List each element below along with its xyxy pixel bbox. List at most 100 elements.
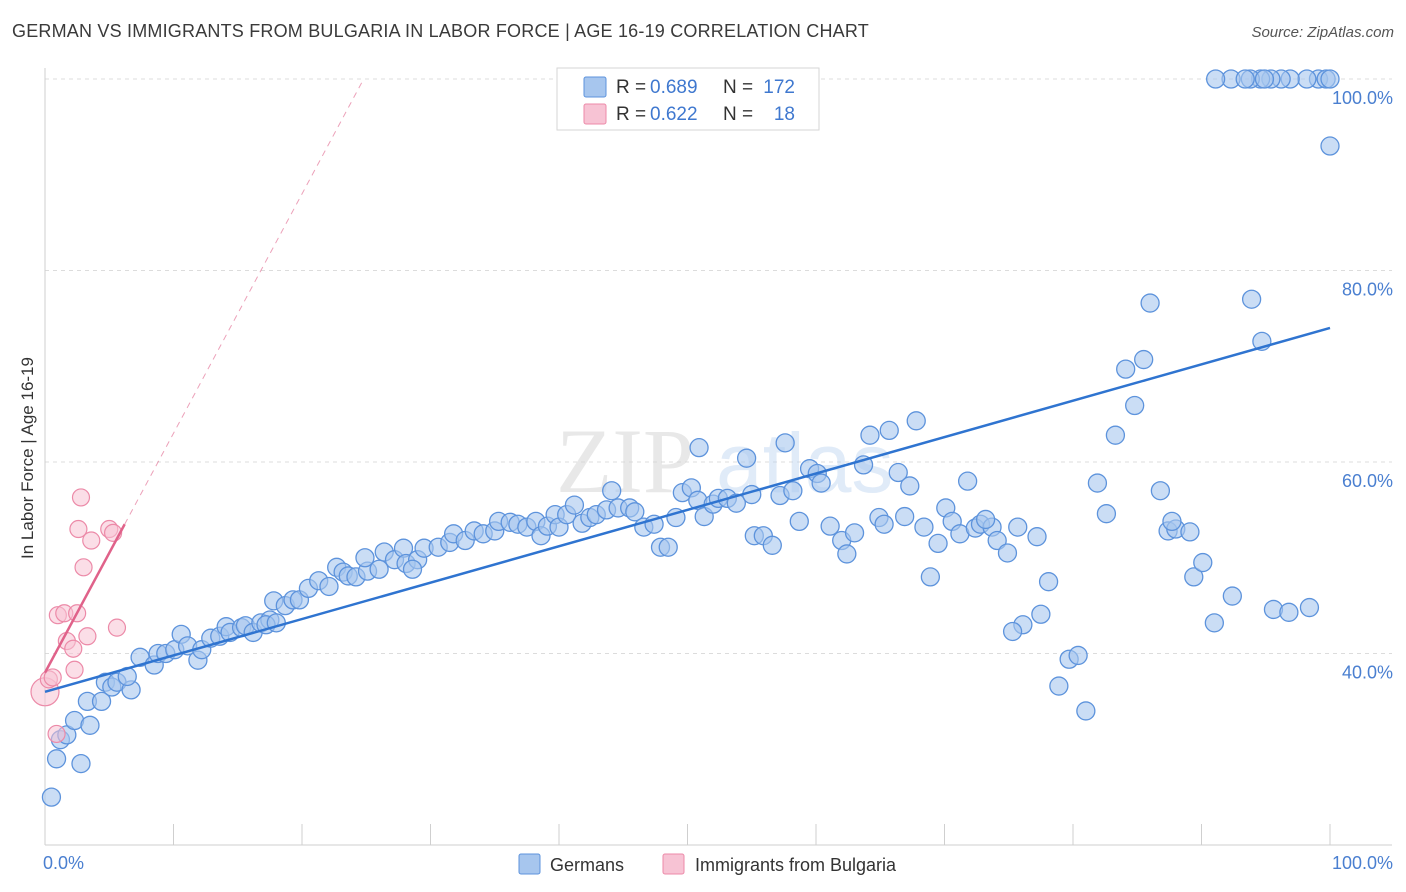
x-tick-labels: 0.0% 100.0%	[43, 853, 1393, 873]
point-germans	[91, 691, 112, 712]
point-germans	[1162, 511, 1182, 532]
point-germans	[811, 473, 831, 493]
point-germans	[975, 509, 996, 530]
y-tick-label: 60.0%	[1342, 471, 1393, 491]
bottom-legend-swatch-bulgaria	[662, 853, 685, 875]
bottom-legend-swatch-germans	[518, 853, 541, 875]
point-germans	[1087, 473, 1108, 493]
point-germans	[1320, 69, 1340, 89]
point-germans	[658, 537, 678, 557]
watermark-zip: ZIP	[556, 410, 694, 512]
point-germans	[920, 567, 941, 587]
bottom-legend-germans: Germans	[550, 855, 624, 875]
point-germans	[726, 493, 746, 513]
point-bulgaria	[64, 639, 83, 658]
point-bulgaria	[71, 488, 91, 507]
legend-n-label: N =	[723, 77, 753, 98]
stats-legend: R = 0.689 N = 172 R = 0.622 N = 18	[556, 67, 820, 131]
point-germans	[900, 476, 920, 496]
point-germans	[319, 576, 339, 597]
point-germans	[1038, 572, 1059, 592]
point-germans	[844, 523, 865, 543]
y-tick-label: 40.0%	[1342, 663, 1393, 683]
point-germans	[1068, 645, 1088, 666]
trend-line-germans	[44, 326, 1331, 694]
point-germans	[820, 516, 840, 536]
grid-lines	[45, 78, 1392, 654]
point-germans	[1180, 522, 1200, 542]
point-germans	[1008, 517, 1028, 537]
point-germans	[879, 420, 899, 441]
point-germans	[80, 715, 100, 735]
series-legend: Germans Immigrants from Bulgaria	[518, 853, 897, 875]
scatter-points	[30, 69, 1340, 807]
x-tick-label: 100.0%	[1332, 853, 1393, 873]
source-credit: Source: ZipAtlas.com	[1251, 24, 1394, 41]
bottom-legend-bulgaria: Immigrants from Bulgaria	[695, 855, 897, 875]
point-germans	[914, 517, 934, 537]
point-germans	[355, 548, 375, 568]
point-germans	[1140, 293, 1160, 313]
point-germans	[1031, 604, 1051, 624]
point-germans	[789, 511, 809, 532]
legend-r-label: R =	[616, 77, 646, 98]
point-germans	[1299, 597, 1320, 618]
point-bulgaria	[65, 660, 84, 679]
point-germans	[71, 753, 91, 774]
point-bulgaria	[107, 618, 127, 637]
point-germans	[860, 425, 880, 445]
legend-r-value: 0.689	[650, 77, 698, 98]
y-axis-label: In Labor Force | Age 16-19	[18, 357, 37, 559]
point-germans	[775, 433, 795, 453]
legend-n-label: N =	[723, 104, 753, 125]
point-germans	[1204, 613, 1224, 633]
point-germans	[1116, 359, 1136, 379]
trend-lines	[43, 78, 1331, 694]
trend-line-bulgaria	[43, 523, 126, 674]
point-germans	[689, 437, 709, 458]
legend-n-value: 172	[763, 77, 795, 98]
point-germans	[1150, 481, 1171, 501]
legend-r-label: R =	[616, 104, 646, 125]
point-germans	[1297, 69, 1317, 89]
point-germans	[1125, 395, 1145, 416]
point-germans	[1134, 349, 1154, 370]
point-germans	[41, 787, 62, 807]
trend-extension-bulgaria	[124, 78, 365, 525]
point-germans	[888, 462, 908, 483]
point-germans	[1076, 701, 1096, 721]
point-bulgaria	[74, 558, 93, 577]
point-germans	[895, 506, 915, 527]
point-germans	[1193, 552, 1213, 573]
y-tick-label: 80.0%	[1342, 280, 1393, 300]
point-germans	[1279, 602, 1299, 622]
point-germans	[783, 481, 803, 501]
point-germans	[1205, 69, 1226, 89]
legend-swatch-bulgaria	[583, 103, 607, 125]
point-bulgaria	[78, 627, 97, 646]
y-tick-labels: 40.0% 60.0% 80.0% 100.0%	[1332, 88, 1393, 683]
point-bulgaria	[43, 668, 62, 687]
point-germans	[837, 544, 857, 564]
axes	[44, 68, 1392, 846]
point-germans	[1002, 621, 1023, 642]
point-germans	[1320, 136, 1340, 156]
x-tick-label: 0.0%	[43, 853, 84, 873]
legend-swatch-germans	[583, 76, 607, 98]
point-germans	[762, 535, 782, 555]
point-germans	[906, 411, 926, 431]
point-germans	[874, 514, 894, 534]
point-germans	[997, 543, 1018, 563]
point-germans	[46, 749, 67, 769]
legend-r-value: 0.622	[650, 104, 698, 125]
point-bulgaria	[47, 724, 66, 744]
point-germans	[369, 559, 389, 579]
point-bulgaria	[69, 519, 88, 539]
point-germans	[928, 533, 948, 554]
point-germans	[957, 471, 978, 491]
point-germans	[987, 530, 1007, 551]
point-germans	[1184, 567, 1204, 587]
point-germans	[736, 448, 757, 468]
point-germans	[1235, 69, 1255, 89]
